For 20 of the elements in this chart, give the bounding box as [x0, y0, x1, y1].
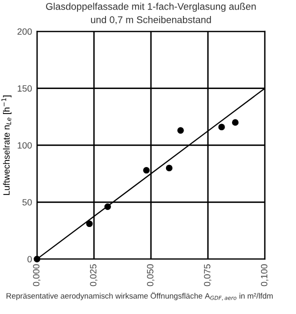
y-tick-label: 200: [18, 28, 32, 35]
y-tick-label: 100: [18, 142, 32, 149]
point: [166, 164, 172, 172]
x-tick-label: 0,050: [146, 264, 154, 286]
x-tick-label: 0,100: [260, 264, 268, 286]
point: [143, 166, 150, 174]
y-axis-title: Luftwechselrate n$_{Le}$ [h$^{−1}$]: [2, 96, 12, 195]
x-tick-label: 0,075: [204, 264, 212, 286]
point: [177, 127, 184, 134]
point: [218, 124, 225, 130]
y-tick-label: 50: [22, 199, 32, 206]
y-tick-label: 150: [18, 85, 32, 92]
x-tick-label: 0,000: [33, 264, 40, 286]
point: [34, 256, 40, 262]
point: [86, 220, 93, 228]
chart-title: Glasdoppelfassade mit 1-fach-Verglasung außen und 0,7 m Scheibenabstand: [46, 2, 256, 24]
point: [104, 203, 111, 210]
x-tick-label: 0,025: [90, 264, 98, 286]
y-tick-label: 0: [27, 256, 32, 262]
point: [232, 119, 239, 126]
